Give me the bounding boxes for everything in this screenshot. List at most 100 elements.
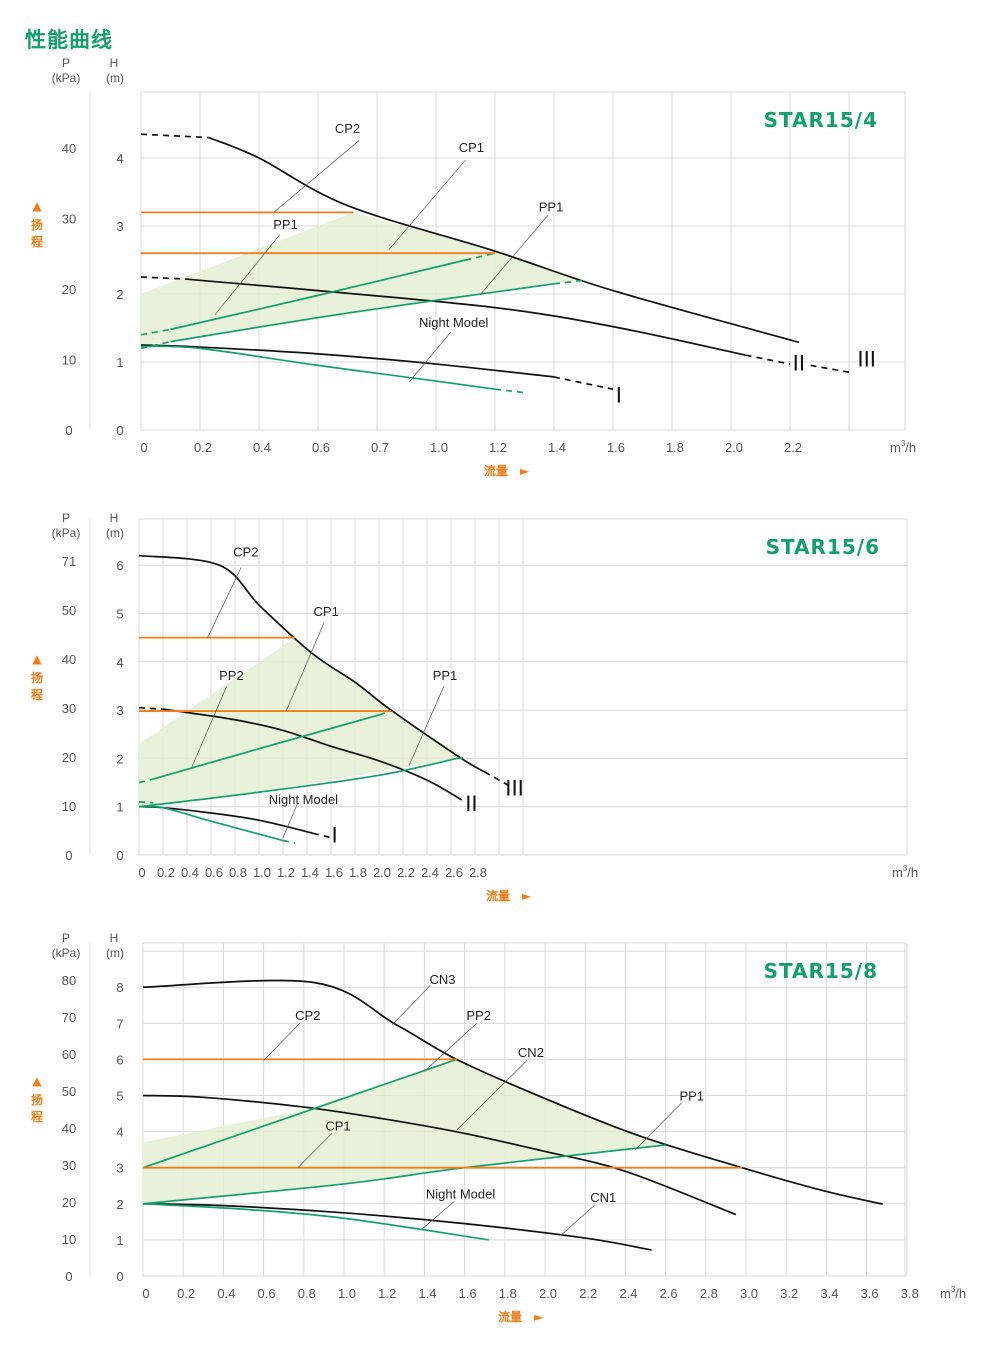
leader-line bbox=[286, 623, 325, 711]
series-green-4 bbox=[140, 252, 496, 336]
series-green-3 bbox=[140, 345, 525, 394]
p-tick-label: 40 bbox=[62, 1121, 76, 1136]
x-tick-label: 3.8 bbox=[901, 1286, 919, 1301]
p-axis-unit: (kPa) bbox=[52, 946, 81, 960]
x-tick-label: 0.2 bbox=[177, 1286, 195, 1301]
x-tick-label: 0.8 bbox=[229, 865, 247, 880]
speed-label: III bbox=[505, 776, 524, 800]
curve-segment-dashed bbox=[745, 354, 791, 365]
series-black-0 bbox=[142, 979, 883, 1205]
leader-line bbox=[560, 1204, 596, 1236]
h-axis-symbol: H bbox=[110, 511, 119, 525]
curve-segment-solid bbox=[150, 714, 380, 781]
series-green-4 bbox=[142, 1058, 457, 1169]
leader-line bbox=[424, 1023, 477, 1072]
y-axis-label: 扬 bbox=[31, 1092, 43, 1107]
leader-line bbox=[297, 1133, 333, 1168]
curve-label: CP2 bbox=[233, 545, 258, 560]
y-axis-label: 程 bbox=[31, 234, 43, 249]
curve-segment-dashed bbox=[140, 276, 186, 280]
curve-label: CN2 bbox=[518, 1045, 544, 1060]
arrow-up-icon: ▲ bbox=[32, 199, 42, 213]
model-title: STAR15/8 bbox=[764, 959, 878, 983]
series-black-1 bbox=[142, 1094, 737, 1216]
curve-label: CP2 bbox=[335, 121, 360, 136]
leader-line bbox=[214, 234, 280, 316]
p-tick-label: 20 bbox=[62, 282, 76, 297]
leader-line bbox=[422, 1201, 455, 1229]
p-axis-unit: (kPa) bbox=[52, 526, 81, 540]
leader-line bbox=[282, 803, 298, 838]
curve-segment-solid bbox=[138, 757, 458, 808]
leader-line bbox=[635, 1102, 682, 1150]
curve-label: PP2 bbox=[219, 668, 244, 683]
x-tick-label: 1.2 bbox=[277, 865, 295, 880]
operating-area-shade bbox=[141, 212, 584, 345]
p-tick-label: 20 bbox=[62, 1195, 76, 1210]
p-tick-label: 70 bbox=[62, 1010, 76, 1025]
p-tick-label: 40 bbox=[62, 141, 76, 156]
curve-segment-dashed bbox=[140, 133, 209, 139]
curve-segment-dashed bbox=[553, 279, 584, 285]
x-axis-label: 流量 bbox=[486, 888, 510, 903]
p-tick-label: 80 bbox=[62, 973, 76, 988]
x-tick-label: 0 bbox=[142, 1286, 149, 1301]
x-tick-label: 0.4 bbox=[253, 440, 271, 455]
series-green-3 bbox=[138, 805, 296, 844]
x-tick-label: 0.2 bbox=[157, 865, 175, 880]
h-tick-label: 0 bbox=[116, 423, 123, 438]
x-tick-label: 3.0 bbox=[740, 1286, 758, 1301]
grid bbox=[89, 91, 906, 431]
h-tick-label: 6 bbox=[116, 558, 123, 573]
x-tick-label: 2.4 bbox=[421, 865, 439, 880]
curve-segment-dashed bbox=[282, 839, 296, 844]
h-axis-unit: (m) bbox=[106, 526, 124, 540]
p-tick-label: 0 bbox=[65, 423, 72, 438]
p-axis-unit: (kPa) bbox=[52, 71, 81, 85]
series-green-5 bbox=[140, 279, 584, 350]
curve-segment-solid bbox=[142, 1058, 457, 1169]
curve-segment-solid bbox=[170, 259, 466, 331]
x-tick-label: 2.2 bbox=[397, 865, 415, 880]
curve-segment-solid bbox=[162, 708, 463, 801]
curve-segment-dashed bbox=[494, 388, 525, 394]
p-axis-symbol: P bbox=[62, 56, 70, 70]
curve-segment-dashed bbox=[465, 252, 496, 261]
h-tick-label: 2 bbox=[116, 287, 123, 302]
h-axis-unit: (m) bbox=[106, 946, 124, 960]
arrow-up-icon: ▲ bbox=[32, 1074, 42, 1088]
x-axis-label: 流量 bbox=[484, 463, 508, 478]
p-tick-label: 71 bbox=[62, 554, 76, 569]
h-tick-label: 0 bbox=[116, 1269, 123, 1284]
x-axis-label: 流量 bbox=[498, 1309, 522, 1324]
curve-segment-solid bbox=[140, 344, 555, 378]
operating-area-shade bbox=[139, 637, 466, 807]
h-tick-label: 1 bbox=[116, 1233, 123, 1248]
curve-segment-dashed bbox=[138, 706, 164, 710]
leader-line bbox=[263, 1023, 301, 1061]
curve-label: PP1 bbox=[273, 217, 298, 232]
h-tick-label: 2 bbox=[116, 1197, 123, 1212]
curve-segment-solid bbox=[138, 554, 486, 773]
p-tick-label: 60 bbox=[62, 1047, 76, 1062]
leader-line bbox=[191, 686, 227, 768]
curve-label: CN3 bbox=[429, 972, 455, 987]
arrow-right-icon: ► bbox=[520, 464, 530, 478]
y-axis-label: 程 bbox=[31, 1109, 43, 1124]
curve-label: CN1 bbox=[590, 1190, 616, 1205]
h-tick-label: 3 bbox=[116, 219, 123, 234]
curve-segment-solid bbox=[142, 1202, 489, 1241]
speed-label: II bbox=[465, 792, 477, 816]
x-tick-label: 2.0 bbox=[539, 1286, 557, 1301]
x-tick-label: 2.6 bbox=[445, 865, 463, 880]
h-tick-label: 7 bbox=[116, 1016, 123, 1031]
curve-segment-solid bbox=[140, 345, 496, 391]
arrow-right-icon: ► bbox=[534, 1310, 544, 1324]
x-tick-label: 2.8 bbox=[700, 1286, 718, 1301]
series-ii bbox=[140, 276, 850, 374]
leader-line bbox=[391, 985, 431, 1025]
series-green-5 bbox=[138, 757, 466, 808]
x-tick-label: 1.2 bbox=[489, 440, 507, 455]
grid bbox=[89, 518, 908, 856]
x-tick-label: 1.4 bbox=[548, 440, 566, 455]
